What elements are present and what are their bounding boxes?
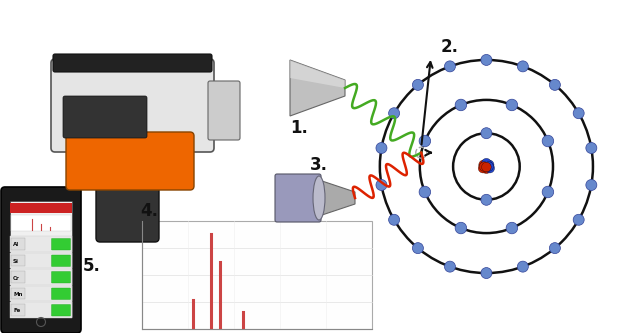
FancyBboxPatch shape (11, 304, 25, 315)
Text: 3.: 3. (310, 156, 328, 174)
Circle shape (419, 186, 431, 198)
FancyBboxPatch shape (10, 302, 72, 317)
Circle shape (388, 214, 399, 225)
FancyBboxPatch shape (11, 271, 25, 282)
Text: Si: Si (13, 259, 19, 264)
Circle shape (549, 79, 561, 90)
Circle shape (482, 162, 491, 172)
Circle shape (573, 108, 584, 119)
Polygon shape (290, 60, 345, 116)
FancyBboxPatch shape (53, 54, 212, 72)
Circle shape (542, 135, 554, 147)
Circle shape (376, 179, 387, 190)
Circle shape (517, 261, 529, 272)
Text: Mn: Mn (13, 292, 22, 297)
FancyBboxPatch shape (51, 255, 70, 266)
Circle shape (388, 108, 399, 119)
FancyBboxPatch shape (1, 187, 81, 333)
Circle shape (481, 194, 492, 205)
Circle shape (482, 158, 491, 168)
Text: 2.: 2. (441, 38, 459, 56)
FancyBboxPatch shape (51, 271, 70, 283)
Circle shape (455, 99, 467, 111)
Circle shape (484, 162, 493, 171)
FancyBboxPatch shape (11, 215, 71, 231)
Circle shape (586, 179, 597, 190)
Circle shape (376, 143, 387, 154)
Ellipse shape (313, 176, 325, 220)
Circle shape (506, 222, 518, 234)
Circle shape (478, 164, 488, 173)
Text: Cr: Cr (13, 275, 20, 280)
Circle shape (506, 99, 518, 111)
Circle shape (481, 268, 492, 278)
Circle shape (549, 243, 561, 254)
FancyBboxPatch shape (51, 304, 70, 316)
FancyBboxPatch shape (11, 238, 25, 249)
Circle shape (481, 54, 492, 65)
Circle shape (479, 162, 489, 171)
Circle shape (455, 222, 467, 234)
Polygon shape (290, 60, 345, 88)
FancyBboxPatch shape (11, 287, 25, 299)
FancyBboxPatch shape (275, 174, 321, 222)
FancyBboxPatch shape (142, 221, 372, 329)
FancyBboxPatch shape (208, 81, 240, 140)
FancyBboxPatch shape (10, 269, 72, 284)
Text: 1.: 1. (290, 119, 308, 137)
FancyBboxPatch shape (10, 201, 72, 317)
Polygon shape (319, 180, 355, 216)
Text: 4.: 4. (140, 202, 158, 220)
Circle shape (444, 261, 456, 272)
Text: Fe: Fe (13, 308, 20, 313)
Circle shape (517, 61, 529, 72)
Circle shape (444, 61, 456, 72)
Circle shape (485, 164, 495, 173)
FancyBboxPatch shape (10, 285, 72, 301)
FancyBboxPatch shape (63, 96, 147, 138)
Circle shape (479, 160, 488, 169)
Circle shape (484, 160, 494, 169)
FancyBboxPatch shape (10, 236, 72, 251)
Circle shape (573, 214, 584, 225)
FancyBboxPatch shape (51, 288, 70, 299)
Circle shape (481, 128, 492, 139)
FancyBboxPatch shape (66, 132, 194, 190)
FancyBboxPatch shape (10, 252, 72, 268)
FancyBboxPatch shape (11, 254, 25, 266)
Circle shape (482, 164, 491, 173)
Circle shape (419, 135, 431, 147)
Circle shape (542, 186, 554, 198)
FancyBboxPatch shape (96, 169, 159, 242)
Circle shape (412, 243, 424, 254)
FancyBboxPatch shape (51, 59, 214, 152)
Circle shape (586, 143, 597, 154)
Text: 5.: 5. (83, 257, 101, 275)
Text: Al: Al (13, 242, 19, 247)
FancyBboxPatch shape (51, 238, 70, 250)
Circle shape (412, 79, 424, 90)
FancyBboxPatch shape (10, 203, 72, 213)
